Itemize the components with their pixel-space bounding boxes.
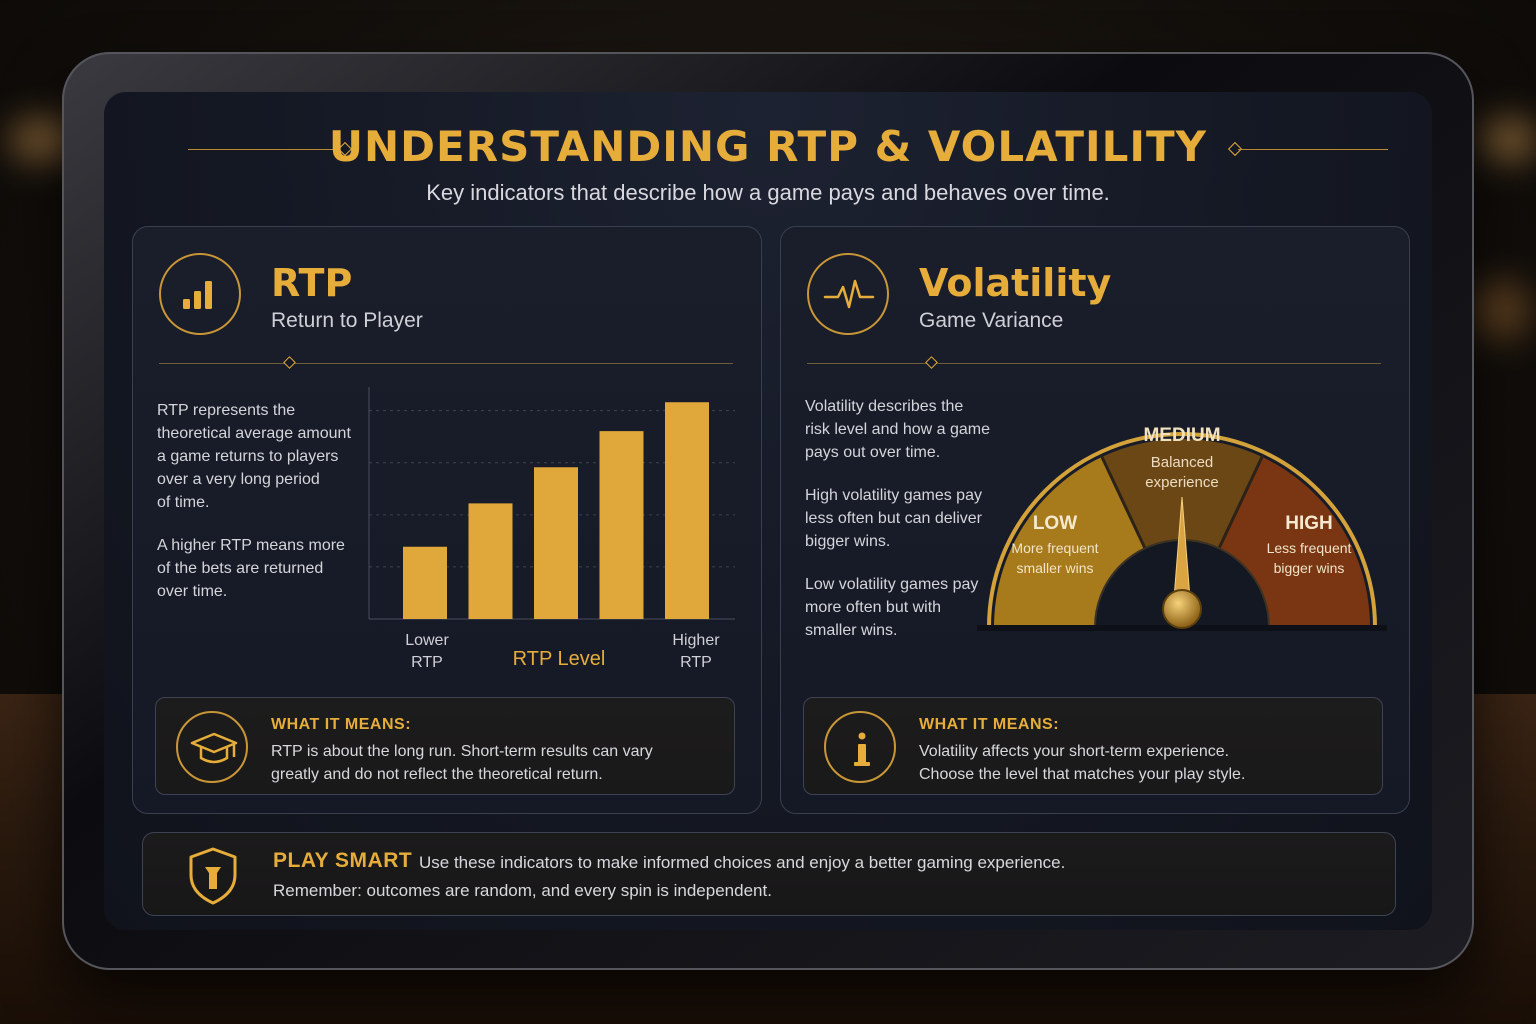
rtp-divider-diamond bbox=[283, 356, 296, 369]
play-smart-label: PLAY SMART bbox=[273, 849, 413, 872]
gauge-desc-medium-1: Balanced bbox=[1151, 454, 1214, 471]
volatility-subtitle: Game Variance bbox=[919, 309, 1064, 332]
x-left-label-2: RTP bbox=[411, 654, 443, 671]
x-right-label-1: Higher bbox=[672, 632, 720, 649]
gauge-outer-ring bbox=[987, 432, 1377, 628]
gauge-segment-low bbox=[994, 456, 1145, 627]
volatility-description: Volatility describes the risk level and … bbox=[805, 395, 1005, 662]
bar-chart-icon bbox=[159, 253, 241, 335]
gauge-desc-low-2: smaller wins bbox=[1016, 560, 1093, 576]
rtp-paragraph-1: RTP represents the theoretical average a… bbox=[157, 402, 351, 511]
gauge-label-high: HIGH bbox=[1285, 513, 1333, 534]
gauge-desc-low-1: More frequent bbox=[1011, 540, 1098, 556]
tablet-screen: UNDERSTANDING RTP & VOLATILITY Key indic… bbox=[104, 92, 1432, 930]
gauge-segment-medium bbox=[1101, 439, 1263, 549]
rtp-panel: RTP Return to Player RTP represents the … bbox=[132, 226, 762, 814]
bokeh-light bbox=[1470, 280, 1530, 340]
volatility-paragraph-1: Volatility describes the risk level and … bbox=[805, 398, 990, 461]
gauge-label-low: LOW bbox=[1033, 513, 1077, 534]
rtp-info-box: WHAT IT MEANS: RTP is about the long run… bbox=[155, 697, 735, 795]
chart-bar-2 bbox=[468, 503, 513, 619]
info-icon bbox=[824, 711, 896, 783]
x-left-label-1: Lower bbox=[405, 632, 449, 649]
rtp-title: RTP bbox=[271, 261, 353, 305]
play-smart-text-2: Remember: outcomes are random, and every… bbox=[273, 881, 772, 900]
gauge-label-medium: MEDIUM bbox=[1143, 425, 1220, 446]
x-right-label-2: RTP bbox=[680, 654, 712, 671]
volatility-divider-diamond bbox=[925, 356, 938, 369]
volatility-paragraph-2: High volatility games pay less often but… bbox=[805, 487, 982, 550]
page-title: UNDERSTANDING RTP & VOLATILITY bbox=[328, 122, 1208, 171]
volatility-title: Volatility bbox=[919, 261, 1112, 305]
chart-bar-4 bbox=[599, 431, 644, 619]
rtp-divider bbox=[159, 363, 733, 364]
rtp-info-heading: WHAT IT MEANS: bbox=[271, 716, 412, 733]
shield-icon bbox=[189, 847, 237, 905]
gauge-needle-knob bbox=[1162, 589, 1202, 629]
graduation-cap-icon bbox=[176, 711, 248, 783]
volatility-gauge: MEDIUM Balanced experience LOW More freq… bbox=[977, 425, 1387, 631]
gauge-desc-high-1: Less frequent bbox=[1267, 540, 1352, 556]
bokeh-light bbox=[1478, 120, 1536, 160]
gauge-divider bbox=[1217, 454, 1265, 549]
gauge-divider bbox=[1099, 454, 1147, 549]
rtp-info-text: RTP is about the long run. Short-term re… bbox=[271, 743, 653, 783]
volatility-info-text: Volatility affects your short-term exper… bbox=[919, 743, 1246, 783]
gauge-desc-high-2: bigger wins bbox=[1274, 560, 1345, 576]
rtp-bar-chart: Lower RTP RTP Level Higher RTP bbox=[368, 387, 735, 671]
chart-bar-3 bbox=[534, 467, 578, 619]
volatility-paragraph-3: Low volatility games pay more often but … bbox=[805, 576, 979, 639]
gauge-desc-medium-2: experience bbox=[1145, 474, 1218, 491]
rtp-paragraph-2: A higher RTP means more of the bets are … bbox=[157, 537, 345, 600]
rtp-description: RTP represents the theoretical average a… bbox=[157, 399, 357, 623]
volatility-info-heading: WHAT IT MEANS: bbox=[919, 716, 1060, 733]
volatility-panel: Volatility Game Variance Volatility desc… bbox=[780, 226, 1410, 814]
pulse-icon bbox=[807, 253, 889, 335]
play-smart-bar: PLAY SMART Use these indicators to make … bbox=[142, 832, 1396, 916]
play-smart-text-1: Use these indicators to make informed ch… bbox=[419, 853, 1066, 872]
volatility-divider bbox=[807, 363, 1381, 364]
title-line-left bbox=[188, 149, 338, 150]
title-line-right bbox=[1238, 149, 1388, 150]
gauge-segment-high bbox=[1219, 456, 1370, 627]
volatility-info-box: WHAT IT MEANS: Volatility affects your s… bbox=[803, 697, 1383, 795]
page-subtitle: Key indicators that describe how a game … bbox=[426, 180, 1110, 205]
x-axis-label: RTP Level bbox=[513, 648, 606, 670]
chart-bar-1 bbox=[403, 546, 447, 619]
chart-bar-5 bbox=[665, 402, 709, 619]
rtp-subtitle: Return to Player bbox=[271, 309, 423, 332]
